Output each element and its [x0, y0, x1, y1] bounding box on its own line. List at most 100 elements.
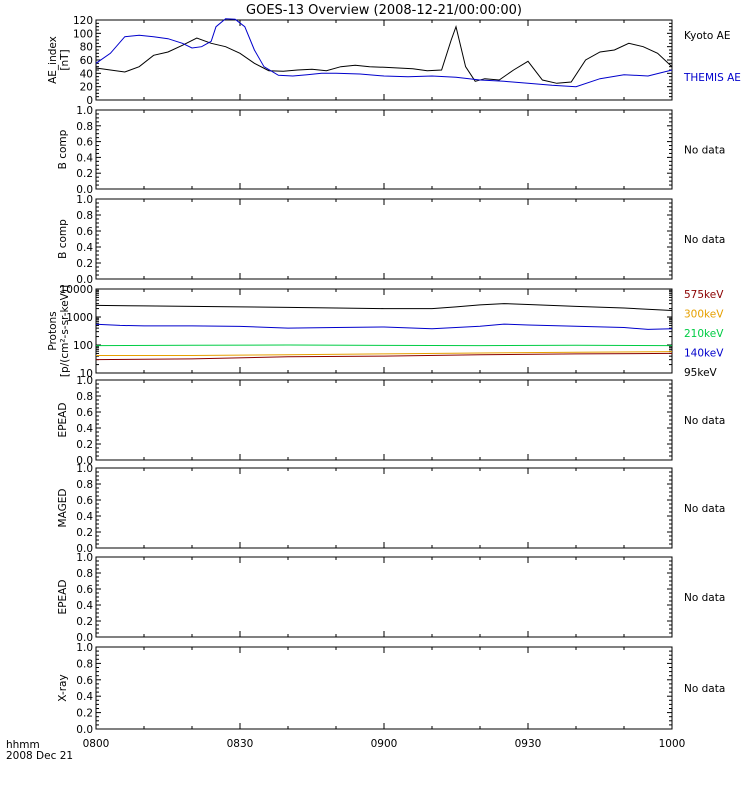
legend-entry: 95keV: [684, 367, 718, 379]
panel-frame: [95, 198, 673, 280]
y-tick-label: 100: [73, 28, 93, 40]
x-tick-label: 0830: [227, 738, 254, 750]
x-tick-label: 1000: [659, 738, 686, 750]
y-tick-label: 0.0: [76, 632, 93, 644]
no-data-label: No data: [684, 592, 725, 604]
y-tick-label: 0.6: [76, 407, 93, 419]
y-tick-label: 40: [80, 68, 93, 80]
panel-frame: [95, 109, 673, 190]
panel-6: 0.0 0.2 0.4 0.6 0.8 1.0 EPEAD No data: [57, 552, 725, 644]
series-line-kyoto-ae: [95, 24, 673, 84]
series-line-95kev: [95, 303, 673, 311]
x-tick-label: 0930: [515, 738, 542, 750]
y-tick-label: 0.0: [76, 543, 93, 555]
y-tick-label: 0.4: [76, 691, 93, 703]
y-tick-label: 1.0: [76, 194, 93, 206]
y-tick-label: 100: [73, 340, 93, 352]
no-data-label: No data: [684, 503, 725, 515]
y-tick-label: 0.4: [76, 242, 93, 254]
y-tick-label: 60: [80, 55, 93, 67]
y-axis-label: X-ray: [57, 674, 69, 701]
y-tick-label: 0.4: [76, 152, 93, 164]
legend-entry: 300keV: [684, 309, 724, 321]
y-tick-label: 0: [86, 95, 93, 107]
series-line-themis-ae: [95, 18, 673, 88]
y-tick-label: 0.6: [76, 675, 93, 687]
panel-1: 0.0 0.2 0.4 0.6 0.8 1.0 B comp No data: [57, 105, 725, 196]
panel-frame: [95, 288, 673, 374]
y-tick-label: 0.2: [76, 616, 93, 628]
y-tick-label: 1000: [66, 312, 93, 324]
y-axis-label: EPEAD: [57, 403, 69, 438]
y-axis-label: B comp: [57, 129, 69, 169]
y-axis-label: [nT]: [59, 49, 71, 70]
panel-frame: [95, 379, 673, 461]
x-tick-label: 0900: [371, 738, 398, 750]
y-tick-label: 0.2: [76, 439, 93, 451]
y-tick-label: 0.4: [76, 423, 93, 435]
series-line-575kev: [95, 352, 673, 361]
panel-frame: [95, 467, 673, 549]
x-axis-label-line1: hhmm: [6, 739, 40, 751]
panel-frame: [95, 646, 673, 730]
y-tick-label: 0.8: [76, 568, 93, 580]
y-axis-label: B comp: [57, 219, 69, 259]
panel-7: 0.0 0.2 0.4 0.6 0.8 1.0 X-ray No data 0800 0830 09…: [57, 642, 725, 750]
y-tick-label: 1.0: [76, 463, 93, 475]
y-tick-label: 0.0: [76, 724, 93, 736]
x-axis-label-line2: 2008 Dec 21: [6, 750, 73, 762]
y-tick-label: 0.8: [76, 479, 93, 491]
panel-5: 0.0 0.2 0.4 0.6 0.8 1.0 MAGED No data: [57, 463, 725, 555]
y-axis-label: MAGED: [57, 489, 69, 528]
y-tick-label: 1.0: [76, 105, 93, 117]
y-tick-label: 0.8: [76, 391, 93, 403]
no-data-label: No data: [684, 683, 725, 695]
y-tick-label: 0.2: [76, 258, 93, 270]
no-data-label: No data: [684, 145, 725, 157]
panel-frame: [95, 556, 673, 638]
y-axis-label: [p/(cm²-s-sr-keV)]: [59, 285, 71, 377]
x-tick-label: 0800: [83, 738, 110, 750]
y-tick-label: 0.8: [76, 121, 93, 133]
legend-entry: Kyoto AE: [684, 30, 730, 42]
no-data-label: No data: [684, 415, 725, 427]
y-tick-label: 80: [80, 42, 93, 54]
y-tick-label: 0.6: [76, 137, 93, 149]
y-axis-label: EPEAD: [57, 580, 69, 615]
y-tick-label: 1.0: [76, 552, 93, 564]
y-tick-label: 0.8: [76, 210, 93, 222]
y-tick-label: 1.0: [76, 375, 93, 387]
y-axis-label: Protons: [47, 311, 59, 350]
no-data-label: No data: [684, 234, 725, 246]
y-tick-label: 0.2: [76, 708, 93, 720]
y-tick-label: 0.0: [76, 184, 93, 196]
series-line-300kev: [96, 351, 673, 356]
y-tick-label: 0.6: [76, 226, 93, 238]
y-axis-label: AE_index: [47, 36, 59, 84]
y-tick-label: 10: [80, 368, 93, 380]
legend-entry: 140keV: [684, 348, 724, 360]
y-tick-label: 0.8: [76, 658, 93, 670]
y-tick-label: 0.2: [76, 527, 93, 539]
y-tick-label: 0.6: [76, 584, 93, 596]
y-tick-label: 0.0: [76, 274, 93, 286]
legend-entry: THEMIS AE: [683, 72, 741, 84]
series-line-140kev: [95, 323, 673, 330]
y-tick-label: 1.0: [76, 642, 93, 654]
panel-4: 0.0 0.2 0.4 0.6 0.8 1.0 EPEAD No data: [57, 375, 725, 467]
y-tick-label: 120: [73, 15, 93, 27]
legend-entry: 575keV: [684, 289, 724, 301]
y-tick-label: 10000: [60, 284, 93, 296]
chart-title: GOES-13 Overview (2008-12-21/00:00:00): [246, 3, 522, 18]
series-line-210kev: [95, 344, 673, 347]
y-tick-label: 0.0: [76, 455, 93, 467]
y-tick-label: 20: [80, 82, 93, 94]
y-tick-label: 0.4: [76, 600, 93, 612]
panel-2: 0.0 0.2 0.4 0.6 0.8 1.0 B comp No data: [57, 194, 725, 286]
y-tick-label: 0.6: [76, 495, 93, 507]
legend-entry: 210keV: [684, 328, 724, 340]
y-tick-label: 0.2: [76, 168, 93, 180]
